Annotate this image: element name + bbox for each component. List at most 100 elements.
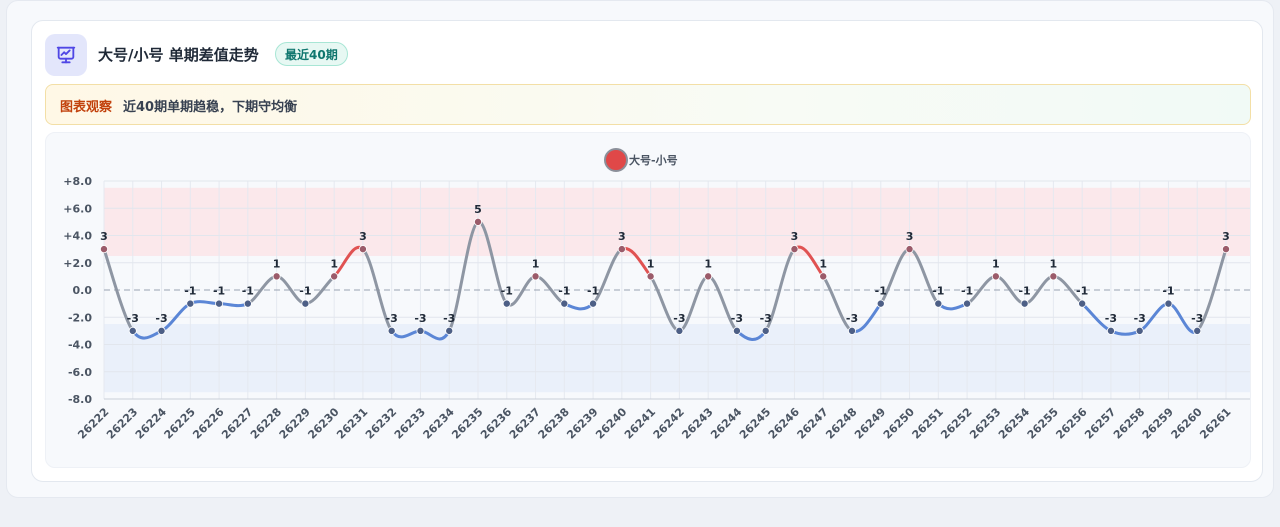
data-point: [589, 299, 598, 308]
data-point: [301, 299, 310, 308]
data-label: 3: [906, 230, 914, 243]
data-point: [675, 326, 684, 335]
data-label: 5: [474, 203, 482, 216]
data-label: -3: [760, 312, 772, 325]
data-label: 1: [704, 257, 712, 270]
insight-text: 近40期单期趋稳，下期守均衡: [123, 100, 298, 115]
x-tick-label: 26255: [1025, 405, 1061, 441]
data-point: [100, 245, 109, 254]
data-point: [157, 326, 166, 335]
x-tick-label: 26242: [651, 405, 687, 441]
x-tick-label: 26252: [938, 405, 974, 441]
x-tick-label: 26243: [679, 405, 715, 441]
data-point: [1193, 326, 1202, 335]
x-tick-label: 26241: [622, 405, 658, 441]
line-segment: [217, 302, 250, 308]
line-chart: +8.0 +6.0 +4.0 +2.0 0.0 -2.0 -4.0 -6.0 -8.026222…: [63, 148, 1250, 442]
data-label: -3: [1105, 312, 1117, 325]
y-tick-label: -6.0: [68, 366, 92, 379]
data-label: -1: [558, 285, 570, 298]
x-tick-label: 26247: [795, 405, 831, 441]
x-tick-label: 26256: [1053, 405, 1089, 441]
data-point: [272, 272, 281, 281]
x-tick-label: 26250: [881, 405, 917, 441]
data-label: -1: [299, 285, 311, 298]
data-point: [358, 245, 367, 254]
y-tick-label: -4.0: [68, 339, 92, 352]
x-tick-label: 26225: [162, 405, 198, 441]
data-point: [704, 272, 713, 281]
data-label: -3: [414, 312, 426, 325]
x-tick-label: 26249: [852, 405, 888, 441]
data-point: [560, 299, 569, 308]
data-label: -3: [386, 312, 398, 325]
data-label: -3: [127, 312, 139, 325]
x-tick-label: 26227: [219, 405, 255, 441]
x-tick-label: 26222: [75, 405, 111, 441]
data-point: [790, 245, 799, 254]
x-tick-label: 26224: [133, 405, 169, 441]
x-tick-label: 26246: [766, 405, 802, 441]
x-tick-label: 26232: [363, 405, 399, 441]
x-tick-label: 26238: [536, 405, 572, 441]
data-point: [445, 326, 454, 335]
data-label: -3: [443, 312, 455, 325]
chart-card: 大号/小号 单期差值走势 最近40期 图表观察 近40期单期趋稳，下期守均衡 +…: [31, 20, 1263, 482]
legend-label: 大号-小号: [629, 153, 678, 167]
chart-presentation-icon: [45, 34, 87, 76]
x-tick-label: 26234: [421, 405, 457, 441]
data-label: -1: [242, 285, 254, 298]
data-label: 3: [791, 230, 799, 243]
data-point: [1135, 326, 1144, 335]
data-label: -3: [1134, 312, 1146, 325]
data-point: [128, 326, 137, 335]
data-label: -1: [932, 285, 944, 298]
data-label: -3: [673, 312, 685, 325]
x-tick-label: 26257: [1082, 405, 1118, 441]
data-point: [387, 326, 396, 335]
y-tick-label: -2.0: [68, 311, 92, 324]
x-tick-label: 26223: [104, 405, 140, 441]
x-tick-label: 26240: [593, 405, 629, 441]
x-tick-label: 26254: [996, 405, 1032, 441]
data-label: -1: [1018, 285, 1030, 298]
data-point: [1020, 299, 1029, 308]
line-segment: [1195, 247, 1228, 333]
x-tick-label: 26244: [708, 405, 744, 441]
line-segment: [764, 247, 796, 333]
data-label: 1: [647, 257, 655, 270]
data-point: [330, 272, 339, 281]
line-segment: [936, 302, 969, 311]
line-segment: [447, 220, 480, 333]
data-point: [215, 299, 224, 308]
data-label: -1: [501, 285, 513, 298]
data-label: -3: [1191, 312, 1203, 325]
y-tick-label: -8.0: [68, 393, 92, 406]
data-point: [646, 272, 655, 281]
y-tick-label: 0.0: [73, 284, 93, 297]
data-point: [1164, 299, 1173, 308]
data-point: [186, 299, 195, 308]
data-point: [1222, 245, 1231, 254]
x-tick-label: 26235: [449, 405, 485, 441]
x-tick-label: 26237: [507, 405, 543, 441]
period-badge: 最近40期: [275, 42, 348, 66]
data-label: -1: [1162, 285, 1174, 298]
data-point: [531, 272, 540, 281]
data-point: [473, 217, 482, 226]
data-point: [1078, 299, 1087, 308]
data-label: 3: [100, 230, 108, 243]
data-label: -1: [587, 285, 599, 298]
data-point: [761, 326, 770, 335]
data-point: [732, 326, 741, 335]
x-tick-label: 26260: [1169, 405, 1205, 441]
data-label: -3: [846, 312, 858, 325]
chart-area: +8.0 +6.0 +4.0 +2.0 0.0 -2.0 -4.0 -6.0 -8.0 26222…: [45, 132, 1251, 468]
data-point: [848, 326, 857, 335]
x-tick-label: 26259: [1140, 405, 1176, 441]
x-tick-label: 26258: [1111, 405, 1147, 441]
data-label: -1: [1076, 285, 1088, 298]
x-tick-label: 26228: [248, 405, 284, 441]
data-label: -1: [875, 285, 887, 298]
data-point: [617, 245, 626, 254]
